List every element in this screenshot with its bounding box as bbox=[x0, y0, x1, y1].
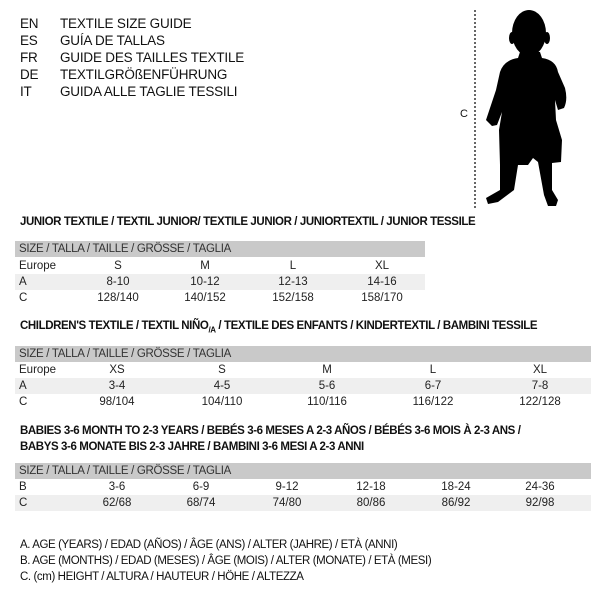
table-cell: 8-10 bbox=[106, 276, 130, 288]
row-label: Europe bbox=[19, 260, 57, 272]
table-cell: 158/170 bbox=[361, 292, 403, 304]
table-cell: 80/86 bbox=[356, 497, 386, 509]
table-row: A 8-10 10-12 12-13 14-16 bbox=[15, 274, 425, 290]
table-cell: 110/116 bbox=[307, 396, 347, 408]
table-cell: 152/158 bbox=[272, 292, 314, 304]
table-cell: 14-16 bbox=[367, 276, 397, 288]
table-cell: 62/68 bbox=[102, 497, 132, 509]
table-cell: 74/80 bbox=[272, 497, 302, 509]
table-cell: 68/74 bbox=[186, 497, 216, 509]
row-label: A bbox=[19, 380, 27, 392]
table-cell: L bbox=[429, 364, 437, 376]
lang-code: DE bbox=[20, 67, 39, 82]
table-cell: 18-24 bbox=[441, 481, 471, 493]
table-row: C 98/104 104/110 110/116 116/122 122/128 bbox=[15, 394, 591, 410]
table-header: SIZE / TALLA / TAILLE / GRÖSSE / TAGLIA bbox=[15, 241, 425, 257]
table-cell: M bbox=[200, 260, 210, 272]
legend-item: B. AGE (MONTHS) / EDAD (MESES) / ÂGE (MO… bbox=[20, 555, 432, 567]
lang-code: EN bbox=[20, 16, 39, 31]
lang-title: GUÍA DE TALLAS bbox=[60, 33, 165, 48]
title-part: CHILDREN'S TEXTILE / TEXTIL NIÑO bbox=[20, 320, 209, 332]
table-cell: 122/128 bbox=[519, 396, 561, 408]
table-row: C 128/140 140/152 152/158 158/170 bbox=[15, 290, 425, 306]
table-cell: 104/110 bbox=[201, 396, 243, 408]
table-row: Europe S M L XL bbox=[15, 258, 425, 274]
table-cell: 86/92 bbox=[441, 497, 471, 509]
table-cell: XL bbox=[374, 260, 390, 272]
row-label: A bbox=[19, 276, 27, 288]
table-row: C 62/68 68/74 74/80 80/86 86/92 92/98 bbox=[15, 495, 591, 511]
lang-title: GUIDA ALLE TAGLIE TESSILI bbox=[60, 84, 238, 99]
title-part: / TEXTILE DES ENFANTS / KINDERTEXTIL / B… bbox=[215, 320, 538, 332]
table-cell: 6-7 bbox=[424, 380, 442, 392]
table-row: A 3-4 4-5 5-6 6-7 7-8 bbox=[15, 378, 591, 394]
row-label: B bbox=[19, 481, 27, 493]
row-label: C bbox=[19, 292, 28, 304]
children-section-title: CHILDREN'S TEXTILE / TEXTIL NIÑO/A / TEX… bbox=[20, 320, 538, 335]
table-header: SIZE / TALLA / TAILLE / GRÖSSE / TAGLIA bbox=[15, 463, 591, 479]
lang-code: ES bbox=[20, 33, 38, 48]
row-label: C bbox=[19, 396, 28, 408]
table-cell: 128/140 bbox=[97, 292, 139, 304]
table-cell: 5-6 bbox=[318, 380, 336, 392]
table-cell: XS bbox=[109, 364, 125, 376]
table-cell: L bbox=[289, 260, 297, 272]
table-cell: 12-13 bbox=[278, 276, 308, 288]
table-row: B 3-6 6-9 9-12 12-18 18-24 24-36 bbox=[15, 479, 591, 495]
table-cell: XL bbox=[532, 364, 548, 376]
row-label: Europe bbox=[19, 364, 57, 376]
lang-code: FR bbox=[20, 50, 38, 65]
table-row: Europe XS S M L XL bbox=[15, 362, 591, 378]
table-cell: 12-18 bbox=[356, 481, 386, 493]
table-cell: 6-9 bbox=[192, 481, 210, 493]
height-measure-line bbox=[474, 10, 476, 208]
legend-item: C. (cm) HEIGHT / ALTURA / HAUTEUR / HÖHE… bbox=[20, 571, 304, 583]
table-cell: S bbox=[114, 260, 122, 272]
table-cell: S bbox=[218, 364, 226, 376]
table-cell: 4-5 bbox=[213, 380, 231, 392]
table-cell: M bbox=[322, 364, 332, 376]
table-cell: 98/104 bbox=[99, 396, 135, 408]
table-cell: 24-36 bbox=[525, 481, 555, 493]
table-cell: 92/98 bbox=[525, 497, 555, 509]
measure-label: C bbox=[460, 108, 468, 120]
table-cell: 10-12 bbox=[190, 276, 220, 288]
table-cell: 140/152 bbox=[184, 292, 226, 304]
babies-section-title: BABIES 3-6 MONTH TO 2-3 YEARS / BEBÉS 3-… bbox=[20, 425, 521, 437]
lang-code: IT bbox=[20, 84, 32, 99]
babies-section-title-line2: BABYS 3-6 MONATE BIS 2-3 JAHRE / BAMBINI… bbox=[20, 441, 364, 453]
legend-item: A. AGE (YEARS) / EDAD (AÑOS) / ÂGE (ANS)… bbox=[20, 539, 398, 551]
table-cell: 116/122 bbox=[412, 396, 454, 408]
table-header: SIZE / TALLA / TAILLE / GRÖSSE / TAGLIA bbox=[15, 346, 591, 362]
lang-title: TEXTILE SIZE GUIDE bbox=[60, 16, 192, 31]
lang-title: GUIDE DES TAILLES TEXTILE bbox=[60, 50, 245, 65]
table-cell: 3-6 bbox=[108, 481, 126, 493]
junior-section-title: JUNIOR TEXTILE / TEXTIL JUNIOR/ TEXTILE … bbox=[20, 216, 476, 228]
title-part: /A bbox=[208, 325, 216, 335]
table-cell: 9-12 bbox=[275, 481, 299, 493]
row-label: C bbox=[19, 497, 28, 509]
lang-title: TEXTILGRÖßENFÜHRUNG bbox=[60, 67, 228, 82]
table-cell: 3-4 bbox=[108, 380, 126, 392]
table-cell: 7-8 bbox=[531, 380, 549, 392]
